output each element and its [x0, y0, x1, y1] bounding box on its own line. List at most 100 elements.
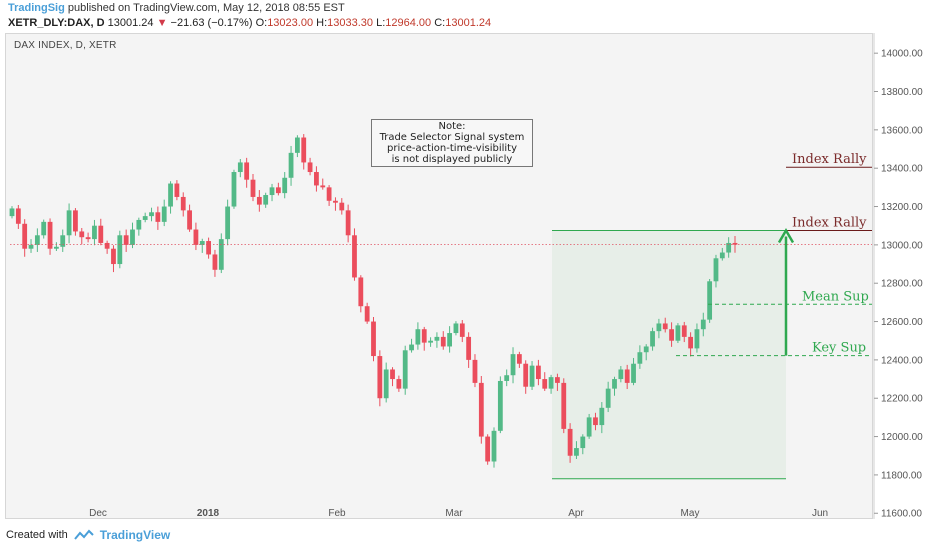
candle-body	[574, 448, 579, 456]
candle-body	[421, 329, 427, 343]
y-tick-label: 13400.00	[881, 164, 923, 175]
candle-body	[136, 219, 142, 230]
candle-body	[225, 206, 231, 240]
quote-line: XETR_DLY:DAX, D 13001.24 ▼ −21.63 (−0.17…	[8, 17, 491, 29]
candle-body	[174, 183, 180, 197]
candle-body	[333, 200, 338, 203]
candle-body	[371, 321, 376, 357]
candle-body	[516, 354, 522, 364]
candle-body	[41, 221, 47, 236]
candle-body	[294, 137, 300, 153]
candle-body	[409, 344, 414, 351]
candle-body	[218, 239, 224, 270]
y-tick-label: 13000.00	[881, 240, 923, 251]
y-tick-label: 12400.00	[881, 355, 923, 366]
tradingview-brand-link[interactable]: TradingView	[99, 528, 171, 542]
x-tick-label: Apr	[568, 508, 584, 519]
candle-body	[726, 242, 732, 253]
x-tick-label: Jun	[812, 508, 828, 519]
candle-body	[104, 242, 110, 249]
candle-body	[383, 369, 389, 399]
candle-body	[142, 216, 148, 220]
candle-body	[459, 323, 465, 337]
candle-body	[669, 329, 674, 341]
candle-body	[161, 206, 167, 222]
candle-body	[47, 221, 53, 249]
note-box: Note: Trade Selector Signal system price…	[371, 119, 533, 167]
candle-body	[485, 436, 491, 462]
candle-body	[694, 329, 700, 349]
open-value: 13023.00	[267, 17, 314, 29]
down-triangle-icon: ▼	[156, 17, 168, 29]
author-link[interactable]: TradingSig	[8, 2, 65, 14]
candle-body	[586, 417, 592, 437]
candle-body	[612, 379, 617, 389]
created-with-text: Created with	[6, 529, 68, 541]
candle-body	[548, 377, 554, 389]
candle-body	[415, 329, 421, 345]
candle-body	[250, 179, 256, 197]
candle-body	[237, 162, 243, 173]
candle-body	[85, 237, 91, 240]
note-line-4: is not displayed publicly	[391, 154, 513, 165]
candle-body	[168, 183, 173, 207]
candle-body	[472, 359, 478, 383]
open-label: O:	[255, 17, 268, 29]
candle-body	[66, 210, 72, 236]
candle-body	[713, 258, 719, 282]
projection-zone	[552, 230, 786, 479]
candle-body	[244, 162, 250, 180]
candle-body	[180, 196, 186, 211]
candle-body	[453, 323, 459, 334]
candle-body	[98, 225, 104, 243]
candle-body	[593, 417, 598, 426]
candle-body	[155, 212, 161, 222]
candle-body	[117, 235, 123, 265]
candle-body	[688, 336, 694, 349]
x-tick-label: Dec	[89, 508, 107, 519]
candle-body	[555, 377, 560, 383]
y-tick-label: 13200.00	[881, 202, 923, 213]
candle-body	[510, 354, 516, 376]
level-label: Index Rally	[792, 152, 867, 167]
note-line-3: price-action-time-visibility	[386, 143, 518, 154]
candle-body	[364, 306, 370, 322]
candle-body	[700, 319, 706, 330]
candle-body	[199, 241, 205, 245]
candle-body	[605, 388, 611, 408]
candle-body	[15, 208, 21, 224]
candle-body	[390, 369, 395, 380]
candle-body	[491, 430, 497, 462]
level-label: Index Rally	[792, 215, 867, 230]
candle-body	[352, 235, 357, 278]
candle-body	[28, 244, 34, 249]
y-tick-label: 12200.00	[881, 394, 923, 405]
candle-body	[193, 229, 199, 245]
candle-body	[542, 379, 548, 389]
published-text: published on TradingView.com, May 12, 20…	[67, 2, 345, 14]
candle-body	[288, 152, 294, 178]
candle-body	[358, 277, 364, 307]
candle-body	[275, 187, 281, 194]
last-value: 13001.24	[107, 17, 154, 29]
candle-body	[34, 235, 40, 245]
candle-body	[326, 187, 332, 201]
candle-body	[320, 185, 326, 188]
x-tick-label: 2018	[197, 508, 220, 519]
symbol-label: XETR_DLY:DAX, D	[8, 17, 105, 29]
candle-body	[523, 363, 529, 387]
candle-body	[396, 379, 402, 389]
rally-arrow-head	[777, 228, 795, 244]
candle-body	[567, 428, 573, 456]
candle-body	[466, 336, 472, 360]
candle-body	[307, 162, 313, 173]
candle-body	[440, 336, 446, 347]
change-value: −21.63 (−0.17%)	[170, 17, 253, 29]
candle-body	[149, 212, 154, 217]
low-value: 12964.00	[385, 17, 432, 29]
plot-area[interactable]	[5, 33, 873, 519]
candle-body	[402, 350, 408, 389]
candle-body	[231, 172, 237, 207]
candle-body	[111, 248, 116, 265]
